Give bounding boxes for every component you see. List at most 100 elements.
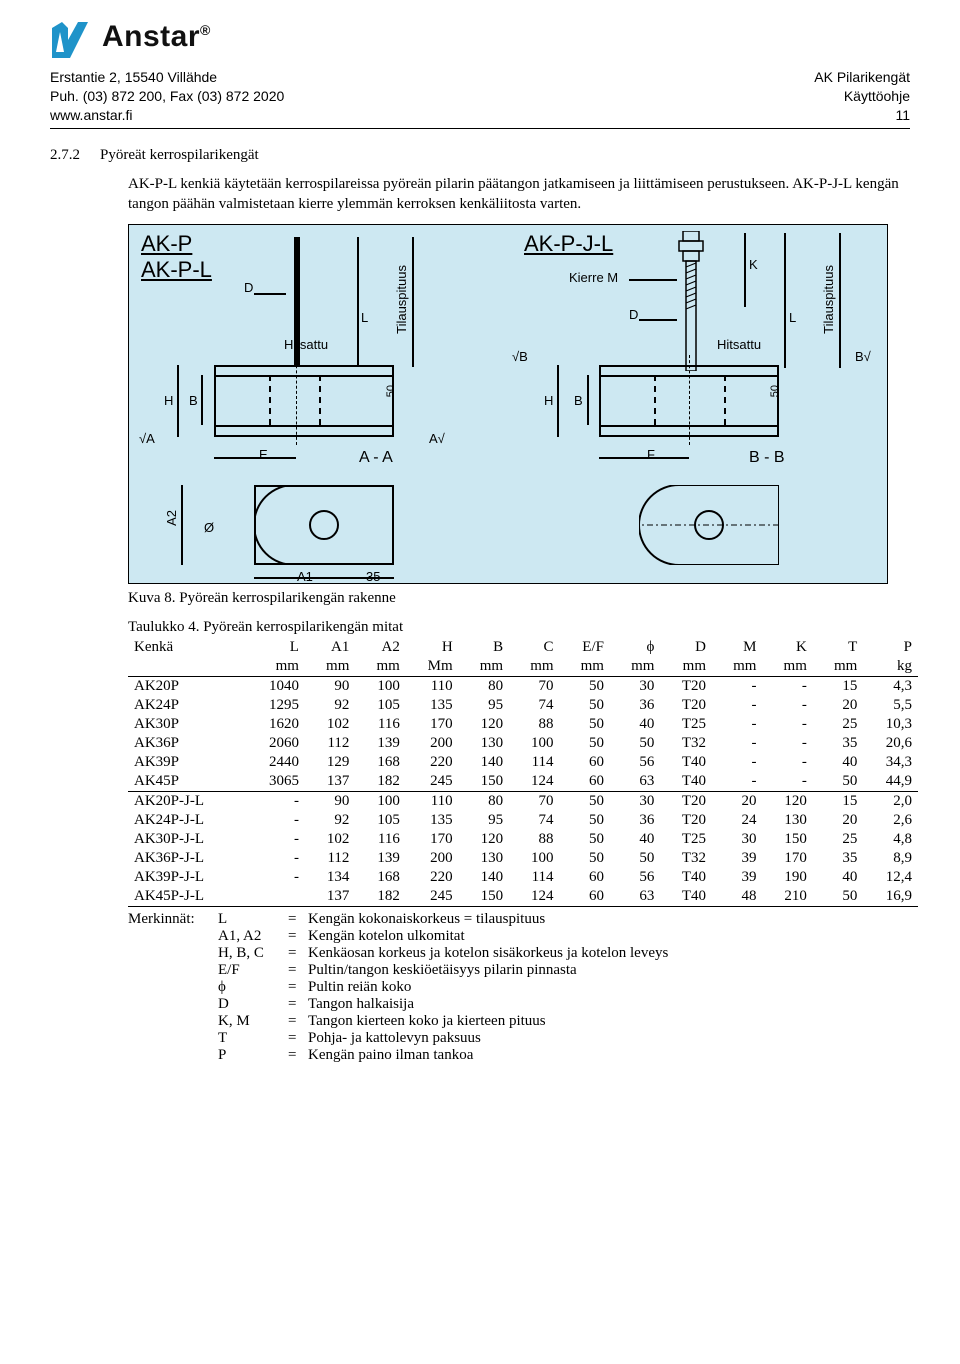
- table-cell: 220: [406, 868, 459, 887]
- dim-H-left: H: [164, 393, 173, 408]
- col-header: Kenkä: [128, 638, 245, 657]
- table-cell: -: [245, 811, 305, 830]
- definition-equals: =: [288, 928, 308, 945]
- diagram-title-akp: AK-P: [141, 231, 192, 257]
- table-cell: AK20P: [128, 677, 245, 697]
- dimensions-table: KenkäLA1A2HBCE/FϕDMKTP mmmmmmMmmmmmmmmmm…: [128, 638, 918, 907]
- table-cell: 135: [406, 811, 459, 830]
- table-cell: T20: [660, 811, 712, 830]
- dim-A2: A2: [164, 510, 179, 526]
- diagram-title-akpjl: AK-P-J-L: [524, 231, 613, 257]
- table-cell: 12,4: [863, 868, 918, 887]
- table-cell: 170: [406, 830, 459, 849]
- table-cell: 116: [355, 715, 405, 734]
- table-cell: 20: [712, 792, 762, 812]
- table-cell: 2060: [245, 734, 305, 753]
- table-cell: 129: [305, 753, 355, 772]
- surf-A-left: √A: [139, 431, 155, 446]
- col-unit: kg: [863, 657, 918, 677]
- table-cell: 25: [813, 715, 863, 734]
- table-cell: -: [762, 772, 812, 792]
- header-address: Erstantie 2, 15540 Villähde Puh. (03) 87…: [50, 68, 284, 125]
- table-cell: 116: [355, 830, 405, 849]
- table-cell: 34,3: [863, 753, 918, 772]
- definition-equals: =: [288, 1030, 308, 1047]
- table-cell: 50: [560, 696, 610, 715]
- table-cell: 95: [459, 696, 509, 715]
- table-cell: 114: [509, 868, 559, 887]
- table-cell: AK39P-J-L: [128, 868, 245, 887]
- table-head: KenkäLA1A2HBCE/FϕDMKTP mmmmmmMmmmmmmmmmm…: [128, 638, 918, 677]
- table-cell: -: [712, 772, 762, 792]
- col-header: P: [863, 638, 918, 657]
- address-line-3: www.anstar.fi: [50, 106, 284, 125]
- definition-symbol: P: [218, 1047, 288, 1064]
- table-cell: 50: [560, 792, 610, 812]
- table-cell: T40: [660, 868, 712, 887]
- col-header: H: [406, 638, 459, 657]
- table-title: Taulukko 4. Pyöreän kerrospilarikengän m…: [128, 619, 910, 636]
- table-cell: 74: [509, 811, 559, 830]
- definition-row: T=Pohja- ja kattolevyn paksuus: [128, 1030, 910, 1047]
- table-cell: 60: [560, 753, 610, 772]
- table-cell: 110: [406, 677, 459, 697]
- col-unit: mm: [712, 657, 762, 677]
- header-right: AK Pilarikengät Käyttöohje 11: [814, 68, 910, 125]
- col-header: D: [660, 638, 712, 657]
- table-cell: 60: [560, 868, 610, 887]
- table-row: AK24P12959210513595745036T20--205,5: [128, 696, 918, 715]
- definition-leading-label: [128, 1047, 218, 1064]
- definition-equals: =: [288, 979, 308, 996]
- table-cell: -: [712, 696, 762, 715]
- table-cell: 44,9: [863, 772, 918, 792]
- table-cell: 20: [813, 696, 863, 715]
- table-cell: 50: [610, 849, 660, 868]
- table-cell: 130: [459, 849, 509, 868]
- col-header: A2: [355, 638, 405, 657]
- table-cell: 130: [762, 811, 812, 830]
- definition-row: Merkinnät:L=Kengän kokonaiskorkeus = til…: [128, 911, 910, 928]
- table-cell: 92: [305, 696, 355, 715]
- table-row: AK20P10409010011080705030T20--154,3: [128, 677, 918, 697]
- definition-leading-label: [128, 996, 218, 1013]
- table-cell: 80: [459, 792, 509, 812]
- dim-E: E: [259, 447, 268, 462]
- table-cell: 170: [406, 715, 459, 734]
- table-cell: 124: [509, 772, 559, 792]
- table-cell: -: [712, 677, 762, 697]
- table-row: AK30P-J-L-102116170120885040T2530150254,…: [128, 830, 918, 849]
- lbl-tilaus-right: Tilauspituus: [821, 265, 836, 334]
- definitions-block: Merkinnät:L=Kengän kokonaiskorkeus = til…: [128, 911, 910, 1064]
- col-unit: mm: [762, 657, 812, 677]
- table-cell: 95: [459, 811, 509, 830]
- definition-text: Tangon halkaisija: [308, 996, 910, 1013]
- table-cell: 2,0: [863, 792, 918, 812]
- table-cell: 4,8: [863, 830, 918, 849]
- table-cell: 102: [305, 715, 355, 734]
- table-cell: 168: [355, 753, 405, 772]
- table-cell: 63: [610, 772, 660, 792]
- table-row: AK39P-J-L-1341682201401146056T4039190401…: [128, 868, 918, 887]
- col-unit: mm: [355, 657, 405, 677]
- definition-equals: =: [288, 962, 308, 979]
- col-unit: mm: [245, 657, 305, 677]
- table-cell: 100: [355, 677, 405, 697]
- definition-row: H, B, C=Kenkäosan korkeus ja kotelon sis…: [128, 945, 910, 962]
- table-cell: T20: [660, 696, 712, 715]
- table-cell: 120: [762, 792, 812, 812]
- col-unit: mm: [560, 657, 610, 677]
- table-cell: 130: [459, 734, 509, 753]
- table-cell: 200: [406, 849, 459, 868]
- definition-row: E/F=Pultin/tangon keskiöetäisyys pilarin…: [128, 962, 910, 979]
- lbl-kierre: Kierre M: [569, 270, 618, 285]
- definition-symbol: L: [218, 911, 288, 928]
- table-cell: 70: [509, 677, 559, 697]
- col-header: ϕ: [610, 638, 660, 657]
- table-cell: 50: [560, 715, 610, 734]
- col-unit: mm: [305, 657, 355, 677]
- col-unit: Mm: [406, 657, 459, 677]
- table-cell: 190: [762, 868, 812, 887]
- table-cell: T32: [660, 734, 712, 753]
- table-cell: 15: [813, 677, 863, 697]
- table-cell: 50: [560, 677, 610, 697]
